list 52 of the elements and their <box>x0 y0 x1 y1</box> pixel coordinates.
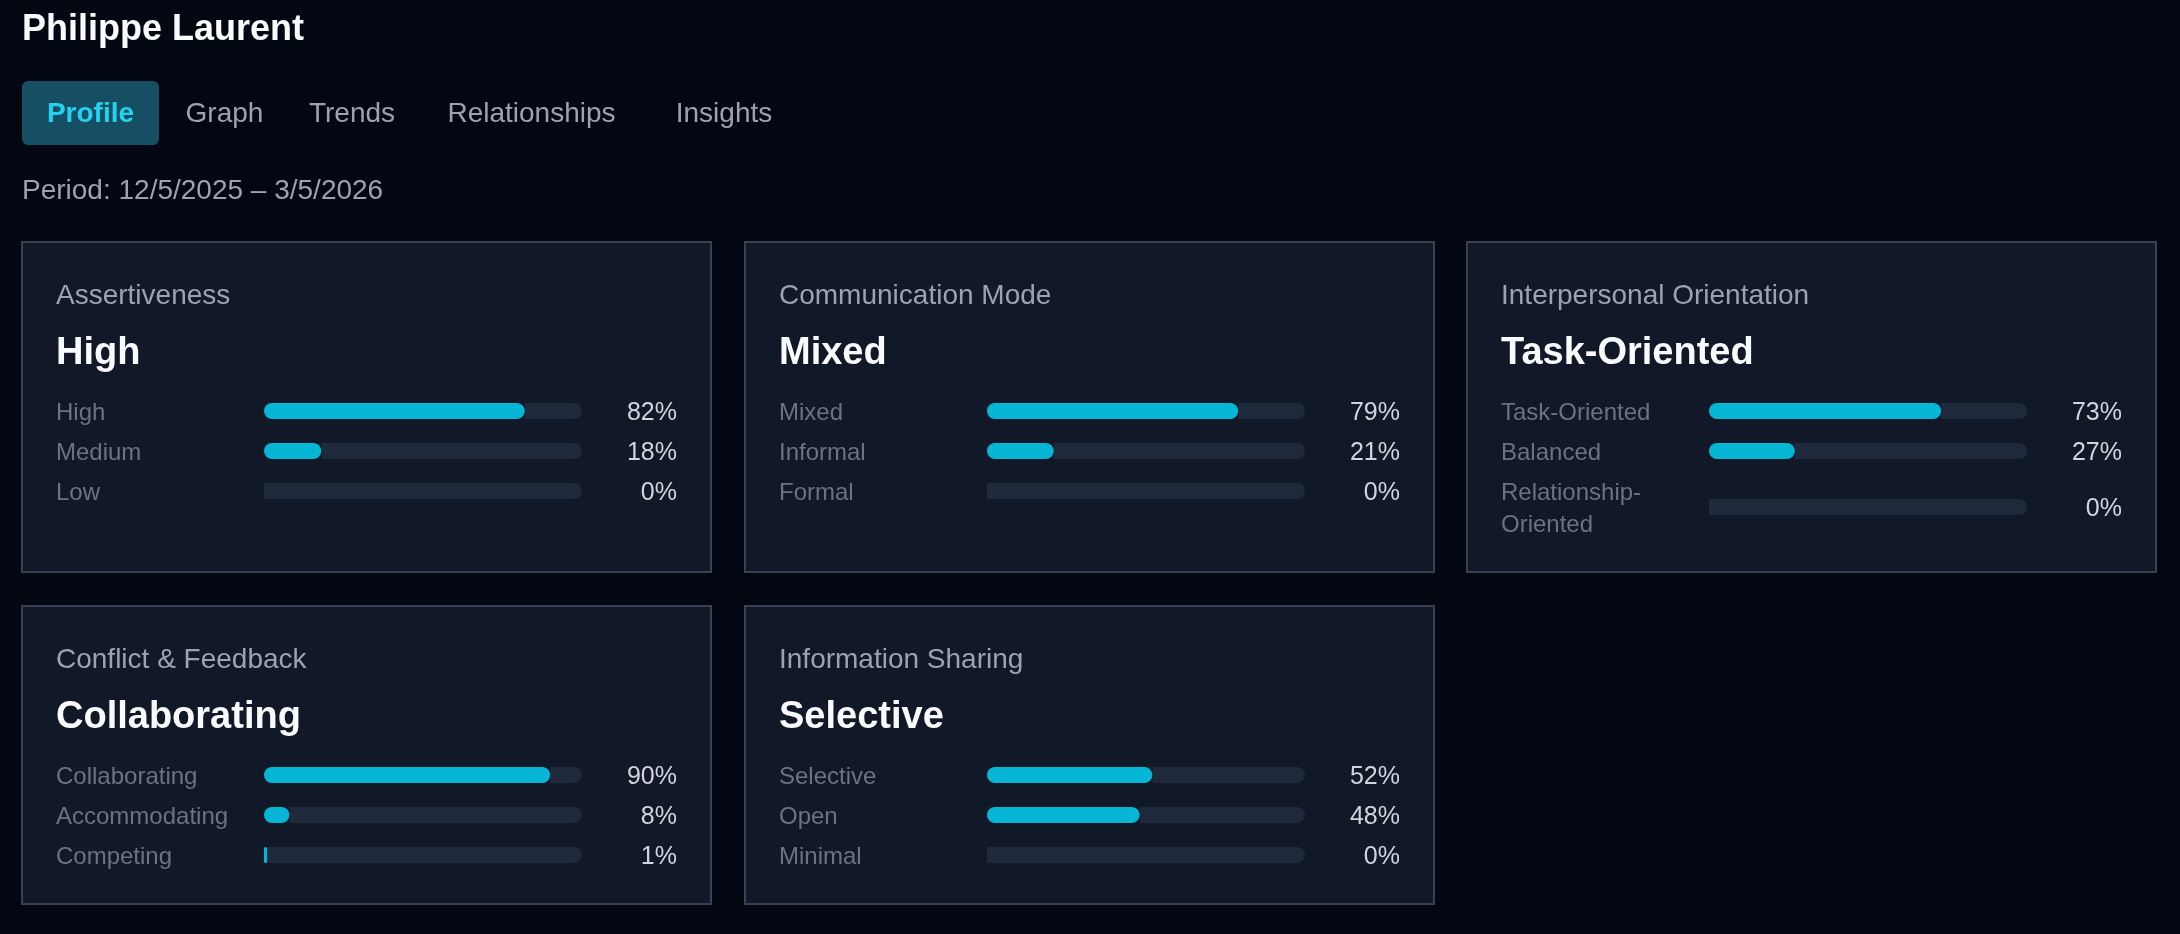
category-label: Medium <box>56 438 142 465</box>
text: Trends <box>308 97 396 128</box>
chart-title: Information Sharing <box>779 643 1024 674</box>
text: Graph <box>185 97 264 128</box>
chart-subtitle: High <box>56 330 141 372</box>
data-label: 90% <box>626 761 677 789</box>
data-label: 0% <box>1363 841 1400 869</box>
category-label: Selective <box>779 762 877 789</box>
category-label: Formal <box>779 478 854 505</box>
data-label: 79% <box>1349 397 1400 425</box>
bar <box>550 767 582 783</box>
data-label: 27% <box>2071 437 2122 465</box>
category-label: Competing <box>56 842 173 869</box>
category-label: Accommodating <box>56 802 229 829</box>
category-label: Mixed <box>779 398 844 425</box>
category-label: Relationship-Oriented <box>1501 478 1642 537</box>
chart-subtitle: Selective <box>779 694 944 736</box>
chart-title: Conflict & Feedback <box>56 643 308 674</box>
bar <box>267 847 582 863</box>
bar <box>264 767 551 783</box>
chart-title: Communication Mode <box>779 279 1052 310</box>
category-label: Minimal <box>779 842 862 869</box>
chart-subtitle: Mixed <box>779 330 887 372</box>
data-label: 82% <box>626 397 677 425</box>
data-label: 73% <box>2071 397 2122 425</box>
category-label: High <box>56 398 106 425</box>
data-label: 18% <box>626 437 677 465</box>
chart-title: Interpersonal Orientation <box>1501 279 1810 310</box>
bar <box>289 807 582 823</box>
chart-title: Assertiveness <box>56 279 231 310</box>
data-label: 1% <box>640 841 677 869</box>
category-label: Collaborating <box>56 762 198 789</box>
data-label: 52% <box>1349 761 1400 789</box>
bar <box>264 847 268 863</box>
data-label: 0% <box>1363 477 1400 505</box>
text: Period: 12/5/2025 – 3/5/2026 <box>22 174 384 205</box>
category-label: Task-Oriented <box>1501 398 1651 425</box>
data-label: 8% <box>640 801 677 829</box>
chart-subtitle: Collaborating <box>56 694 301 736</box>
text: Relationships <box>447 97 616 128</box>
category-label: Informal <box>779 438 866 465</box>
text: Profile <box>46 97 135 128</box>
text: Philippe Laurent <box>22 7 305 48</box>
data-label: 21% <box>1349 437 1400 465</box>
category-label: Low <box>56 478 101 505</box>
chart-subtitle: Task-Oriented <box>1501 330 1754 372</box>
category-label: Balanced <box>1501 438 1602 465</box>
text: Insights <box>675 97 773 128</box>
category-label: Open <box>779 802 838 829</box>
data-label: 0% <box>2085 493 2122 521</box>
data-label: 0% <box>640 477 677 505</box>
data-label: 48% <box>1349 801 1400 829</box>
